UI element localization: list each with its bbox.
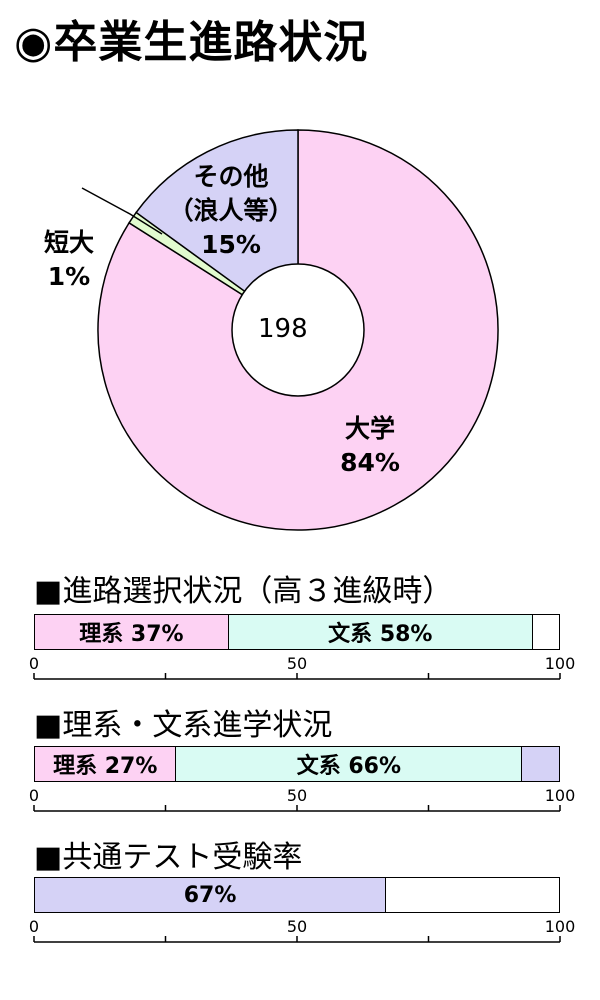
axis-tick-label: 0 xyxy=(29,654,39,673)
bar-course-selection: 理系 37% 文系 58% xyxy=(34,614,560,650)
slice-name-short-college: 短大 xyxy=(43,228,94,257)
slice-name-other-line2: （浪人等） xyxy=(168,196,294,225)
bar-segment-science: 理系 27% xyxy=(35,747,177,781)
donut-hole xyxy=(231,263,365,397)
section-title-course-selection: ■進路選択状況（高３進級時） xyxy=(34,574,453,609)
bar-segment-remainder xyxy=(386,878,559,912)
bar-segment-science: 理系 37% xyxy=(35,615,229,649)
axis-tick-label: 50 xyxy=(287,654,307,673)
bar-advancement: 理系 27% 文系 66% xyxy=(34,746,560,782)
axis-tick-label: 100 xyxy=(545,654,576,673)
bar-segment-other-0: 67% xyxy=(35,878,387,912)
axis-tick-label: 0 xyxy=(29,917,39,936)
section-title-common-test: ■共通テスト受験率 xyxy=(34,840,303,875)
slice-name-university: 大学 xyxy=(344,414,395,443)
slice-name-other-line1: その他 xyxy=(193,162,269,191)
slice-label-other: その他 （浪人等） 15% xyxy=(156,160,306,262)
bar-common-test: 67% xyxy=(34,877,560,913)
short-college-leader-line xyxy=(81,187,163,235)
slice-value-other: 15% xyxy=(201,230,261,259)
axis-tick-label: 100 xyxy=(545,786,576,805)
section-title-advancement: ■理系・文系進学状況 xyxy=(34,708,333,743)
bar-segment-other-2 xyxy=(522,747,559,781)
slice-value-short-college: 1% xyxy=(47,262,91,291)
slice-label-short-college: 短大 1% xyxy=(34,226,104,294)
axis-tick-label: 50 xyxy=(287,917,307,936)
donut-center-total: 198 xyxy=(258,314,308,344)
page-title: ◉卒業生進路状況 xyxy=(14,17,369,68)
slice-value-university: 84% xyxy=(340,448,400,477)
axis-tick-label: 0 xyxy=(29,786,39,805)
slice-label-university: 大学 84% xyxy=(330,412,410,480)
bar-segment-remainder xyxy=(532,615,559,649)
axis-tick-label: 100 xyxy=(545,917,576,936)
bar-segment-humanities: 文系 66% xyxy=(176,747,523,781)
bar-segment-humanities: 文系 58% xyxy=(228,615,533,649)
donut-chart xyxy=(81,129,499,531)
axis-tick-label: 50 xyxy=(287,786,307,805)
